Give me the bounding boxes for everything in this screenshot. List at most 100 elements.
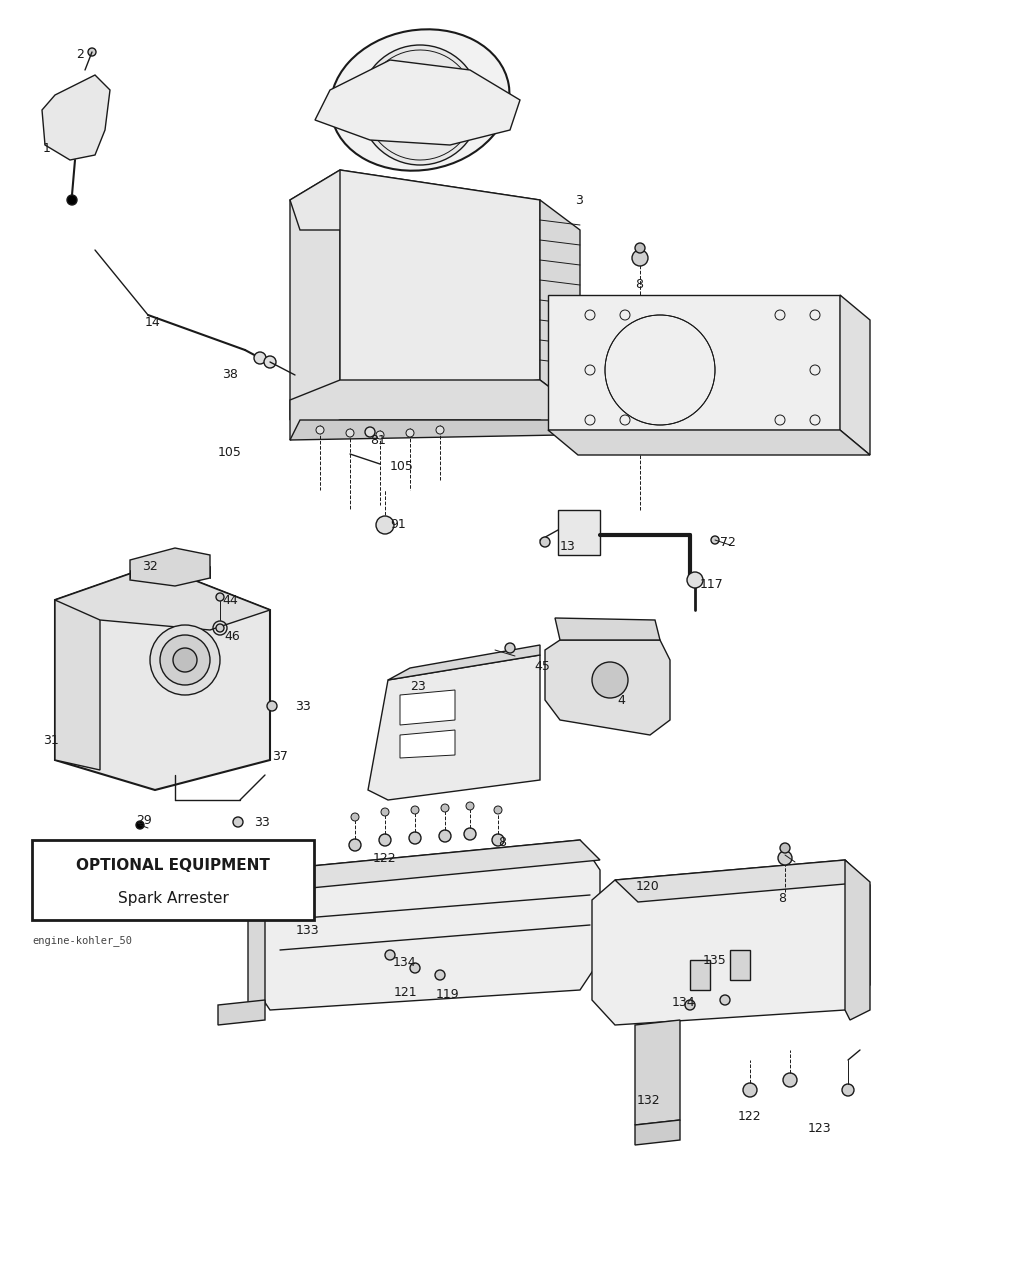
- Circle shape: [88, 47, 96, 56]
- Text: 134: 134: [393, 955, 417, 969]
- Polygon shape: [55, 600, 100, 771]
- Text: 1: 1: [43, 142, 51, 155]
- Text: 121: 121: [394, 986, 418, 998]
- Circle shape: [439, 829, 451, 842]
- Polygon shape: [690, 960, 710, 989]
- Polygon shape: [130, 548, 210, 586]
- Polygon shape: [290, 380, 580, 440]
- Circle shape: [540, 538, 550, 547]
- Text: 33: 33: [295, 699, 310, 713]
- Circle shape: [466, 803, 474, 810]
- Circle shape: [410, 963, 420, 973]
- Circle shape: [160, 635, 210, 685]
- Text: 135: 135: [703, 954, 727, 966]
- Polygon shape: [270, 840, 600, 890]
- Circle shape: [409, 832, 421, 844]
- Text: 72: 72: [720, 535, 736, 549]
- Text: 117: 117: [700, 577, 724, 590]
- Circle shape: [316, 426, 324, 434]
- Text: 8: 8: [635, 279, 643, 292]
- Polygon shape: [55, 564, 270, 790]
- Polygon shape: [388, 645, 540, 680]
- Circle shape: [720, 995, 730, 1005]
- Circle shape: [254, 352, 266, 364]
- Circle shape: [233, 817, 243, 827]
- Circle shape: [379, 835, 391, 846]
- Polygon shape: [540, 200, 580, 410]
- Text: 123: 123: [808, 1121, 831, 1134]
- Circle shape: [381, 808, 389, 817]
- Circle shape: [136, 820, 144, 829]
- Circle shape: [464, 828, 476, 840]
- Circle shape: [492, 835, 504, 846]
- Circle shape: [635, 243, 645, 253]
- Polygon shape: [845, 860, 870, 1020]
- Text: 23: 23: [410, 680, 426, 692]
- Circle shape: [351, 813, 359, 820]
- Circle shape: [365, 428, 375, 436]
- Circle shape: [67, 195, 77, 205]
- Circle shape: [406, 429, 414, 436]
- Text: 3: 3: [575, 193, 583, 206]
- Circle shape: [385, 950, 395, 960]
- Circle shape: [376, 516, 394, 534]
- Circle shape: [743, 1083, 757, 1097]
- Polygon shape: [400, 690, 455, 724]
- Text: 91: 91: [390, 517, 406, 530]
- Text: 33: 33: [254, 815, 269, 828]
- Polygon shape: [545, 640, 670, 735]
- Polygon shape: [555, 618, 660, 640]
- Polygon shape: [592, 860, 870, 1025]
- Polygon shape: [368, 655, 540, 800]
- Circle shape: [216, 593, 224, 602]
- Circle shape: [346, 429, 354, 436]
- Polygon shape: [55, 564, 270, 630]
- Ellipse shape: [331, 29, 510, 170]
- Text: 120: 120: [636, 879, 659, 892]
- Circle shape: [783, 1073, 797, 1087]
- Circle shape: [632, 250, 648, 266]
- Circle shape: [411, 806, 419, 814]
- Text: 13: 13: [560, 539, 575, 553]
- Circle shape: [842, 1084, 854, 1096]
- Circle shape: [494, 806, 502, 814]
- Circle shape: [505, 643, 515, 653]
- Text: 105: 105: [390, 460, 414, 472]
- Circle shape: [360, 45, 480, 165]
- Polygon shape: [548, 430, 870, 454]
- Circle shape: [592, 662, 628, 698]
- Text: 14: 14: [145, 315, 161, 329]
- Polygon shape: [248, 876, 265, 1020]
- Circle shape: [400, 84, 440, 125]
- Polygon shape: [290, 420, 560, 440]
- Text: 38: 38: [222, 367, 238, 380]
- Text: 133: 133: [296, 923, 319, 937]
- Text: 134: 134: [672, 996, 695, 1009]
- Polygon shape: [290, 170, 340, 420]
- Polygon shape: [218, 1000, 265, 1025]
- Text: 29: 29: [136, 814, 152, 827]
- Text: 122: 122: [738, 1110, 762, 1123]
- Polygon shape: [635, 1120, 680, 1146]
- Circle shape: [349, 838, 361, 851]
- Text: 46: 46: [224, 630, 240, 643]
- Text: 119: 119: [436, 987, 460, 1001]
- Text: 37: 37: [272, 750, 288, 763]
- Circle shape: [687, 572, 703, 588]
- Circle shape: [173, 648, 197, 672]
- Polygon shape: [400, 730, 455, 758]
- Circle shape: [150, 625, 220, 695]
- FancyBboxPatch shape: [32, 840, 314, 920]
- Text: 8: 8: [498, 836, 506, 849]
- Text: 8: 8: [778, 891, 786, 905]
- Circle shape: [376, 431, 384, 439]
- Circle shape: [778, 851, 792, 865]
- Circle shape: [685, 1000, 695, 1010]
- Text: OPTIONAL EQUIPMENT: OPTIONAL EQUIPMENT: [76, 859, 270, 873]
- Polygon shape: [840, 294, 870, 454]
- Circle shape: [264, 356, 276, 369]
- Text: 81: 81: [370, 434, 386, 447]
- Circle shape: [436, 426, 444, 434]
- Polygon shape: [340, 170, 540, 399]
- Text: 4: 4: [617, 694, 625, 707]
